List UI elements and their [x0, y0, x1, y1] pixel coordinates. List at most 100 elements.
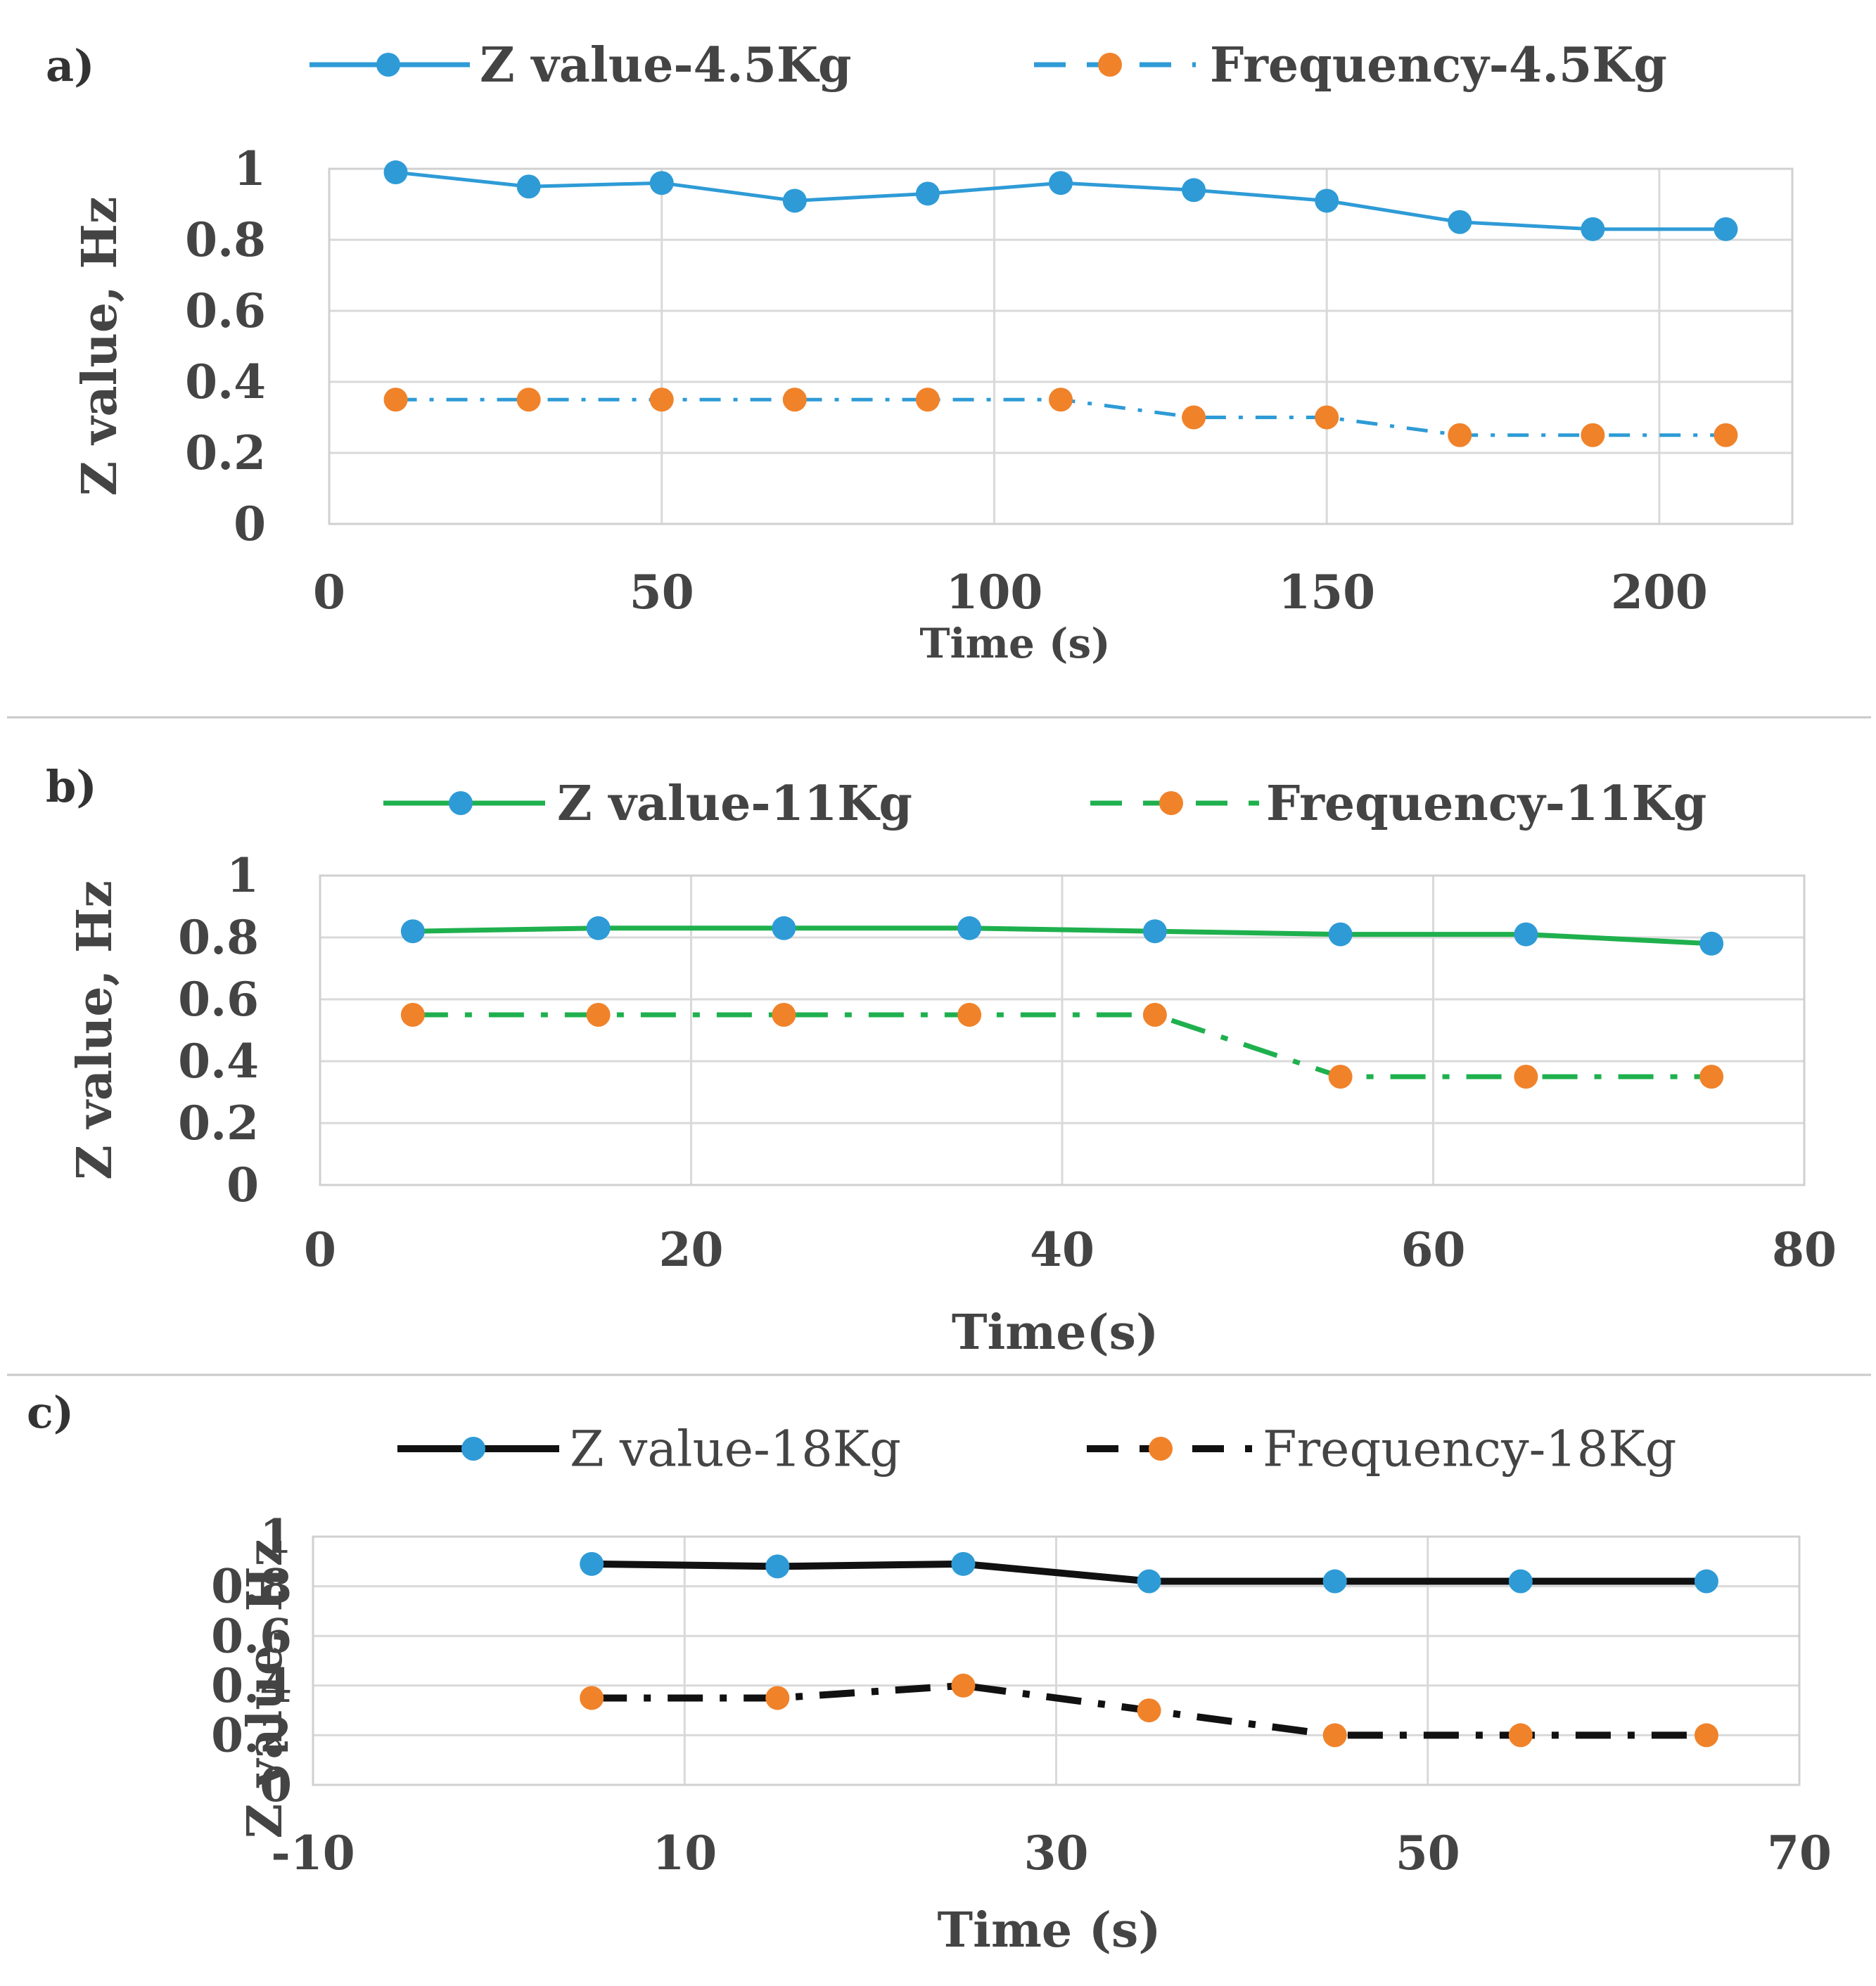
x-tick-label: 200	[1611, 565, 1708, 620]
data-point	[649, 387, 674, 412]
data-point	[1322, 1723, 1347, 1748]
data-point	[951, 1551, 976, 1576]
data-point	[1514, 922, 1538, 947]
y-tick-label: 0.4	[211, 1658, 292, 1713]
data-point	[383, 160, 408, 185]
x-axis-title: Time(s)	[952, 1305, 1159, 1361]
data-point	[1328, 922, 1353, 947]
data-point	[1315, 188, 1339, 213]
panel-label: b)	[46, 761, 97, 812]
data-point	[1694, 1569, 1718, 1594]
data-point	[1448, 210, 1472, 234]
data-point	[915, 387, 940, 412]
data-point	[1182, 405, 1206, 430]
data-point	[1142, 919, 1167, 944]
data-point	[1328, 1065, 1353, 1089]
y-tick-label: 1	[234, 141, 266, 196]
data-point	[915, 181, 940, 206]
data-point	[649, 171, 674, 196]
y-tick-label: 0.6	[185, 283, 266, 338]
data-point	[782, 188, 807, 213]
y-tick-label: 0	[260, 1757, 292, 1812]
data-point	[1508, 1569, 1533, 1594]
data-point	[1699, 1065, 1724, 1089]
legend-marker	[1149, 1437, 1173, 1461]
data-point	[1322, 1569, 1347, 1594]
x-tick-label: 0	[313, 565, 345, 620]
x-tick-label: -10	[271, 1826, 355, 1881]
data-point	[1699, 931, 1724, 956]
y-tick-label: 0.8	[211, 1559, 292, 1614]
legend-marker	[1098, 53, 1122, 77]
data-point	[580, 1551, 604, 1576]
data-point	[1694, 1723, 1718, 1748]
data-point	[782, 387, 807, 412]
data-point	[1714, 217, 1738, 241]
x-tick-label: 100	[946, 565, 1043, 620]
legend-label: Z value-11Kg	[557, 776, 912, 832]
x-tick-label: 20	[659, 1222, 724, 1277]
data-point	[400, 1003, 425, 1027]
y-tick-label: 0.2	[185, 425, 266, 480]
panel-label: c)	[27, 1387, 74, 1438]
plot-frame	[319, 874, 1806, 1186]
y-tick-label: 0.4	[178, 1034, 259, 1089]
x-tick-label: 0	[304, 1222, 336, 1277]
data-point	[400, 919, 425, 944]
legend-marker	[461, 1437, 485, 1461]
legend-label: Frequency-18Kg	[1263, 1421, 1676, 1478]
y-tick-label: 0.8	[178, 910, 259, 965]
data-point	[765, 1686, 790, 1710]
chart-panel-1: a) 0 0.2 0.4 0.6 0.8 1 0 50 100 150 200 Time (s) Z va…	[46, 37, 1794, 667]
data-point	[772, 916, 796, 940]
x-tick-label: 150	[1278, 565, 1375, 620]
x-tick-label: 40	[1030, 1222, 1095, 1277]
data-point	[516, 174, 541, 199]
data-point	[1315, 405, 1339, 430]
panel-label: a)	[46, 40, 95, 91]
chart-panel-2: b) 0 0.2 0.4 0.6 0.8 1 0 20 40 60 80 Time(s) Z value,…	[46, 761, 1837, 1361]
y-tick-label: 0.2	[178, 1096, 259, 1151]
data-point	[1142, 1003, 1167, 1027]
x-tick-label: 50	[1396, 1826, 1460, 1881]
series-line	[412, 1012, 1712, 1080]
x-tick-label: 30	[1024, 1826, 1089, 1881]
data-point	[1581, 217, 1605, 241]
plot-frame	[312, 1535, 1801, 1786]
legend-label: Z value-4.5Kg	[480, 37, 852, 94]
y-tick-label: 0.4	[185, 354, 266, 409]
y-tick-label: 0	[234, 496, 266, 551]
legend-label: Z value-18Kg	[570, 1421, 901, 1478]
chart-panel-3: c) 00.20.40.60.81 -10 10 30 50 70 Time (s) Z val…	[27, 1387, 1832, 1959]
x-axis-title: Time (s)	[938, 1902, 1161, 1959]
data-point	[1514, 1065, 1538, 1089]
data-point	[383, 387, 408, 412]
series-line	[410, 925, 1714, 947]
x-tick-label: 50	[630, 565, 694, 620]
data-point	[1581, 423, 1605, 447]
data-point	[765, 1554, 790, 1579]
x-tick-label: 70	[1767, 1826, 1832, 1881]
y-tick-label: 0.8	[185, 212, 266, 267]
legend-label: Frequency-11Kg	[1266, 776, 1706, 832]
data-point	[1137, 1569, 1161, 1594]
legend-marker	[449, 791, 473, 815]
x-tick-label: 80	[1772, 1222, 1837, 1277]
plot-frame	[328, 167, 1794, 525]
data-point	[586, 916, 611, 940]
data-point	[1508, 1723, 1533, 1748]
data-point	[1714, 423, 1738, 447]
y-tick-label: 1	[260, 1509, 292, 1564]
data-point	[1049, 387, 1073, 412]
data-point	[580, 1686, 604, 1710]
y-tick-label: 0.6	[211, 1608, 292, 1663]
data-point	[586, 1003, 611, 1027]
data-point	[1137, 1698, 1161, 1723]
data-point	[1448, 423, 1472, 447]
data-point	[957, 916, 982, 940]
data-point	[951, 1673, 976, 1698]
data-point	[957, 1003, 982, 1027]
data-point	[1182, 178, 1206, 203]
